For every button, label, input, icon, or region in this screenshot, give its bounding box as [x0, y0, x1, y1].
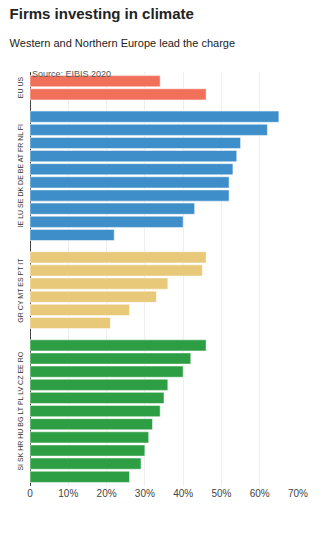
- svg-text:20%: 20%: [97, 488, 117, 499]
- svg-text:10%: 10%: [58, 488, 78, 499]
- svg-text:30%: 30%: [135, 488, 155, 499]
- svg-text:Source: EIBIS 2020: Source: EIBIS 2020: [32, 69, 111, 79]
- svg-text:IE LU SE DK DE BE AT FR NL FI: IE LU SE DK DE BE AT FR NL FI: [17, 124, 24, 227]
- svg-text:0: 0: [27, 488, 33, 499]
- svg-text:GR CY MT ES PT IT: GR CY MT ES PT IT: [17, 258, 24, 323]
- svg-text:Firms investing in climate: Firms investing in climate: [10, 5, 194, 22]
- svg-text:60%: 60%: [250, 488, 270, 499]
- svg-text:50%: 50%: [211, 488, 231, 499]
- svg-text:40%: 40%: [173, 488, 193, 499]
- svg-text:Western and Northern Europe le: Western and Northern Europe lead the cha…: [10, 37, 235, 49]
- svg-text:70%: 70%: [288, 488, 308, 499]
- svg-text:SI SK HR HU BG LT PL LV CZ EE: SI SK HR HU BG LT PL LV CZ EE RO: [17, 351, 24, 470]
- svg-text:EU US: EU US: [17, 77, 24, 99]
